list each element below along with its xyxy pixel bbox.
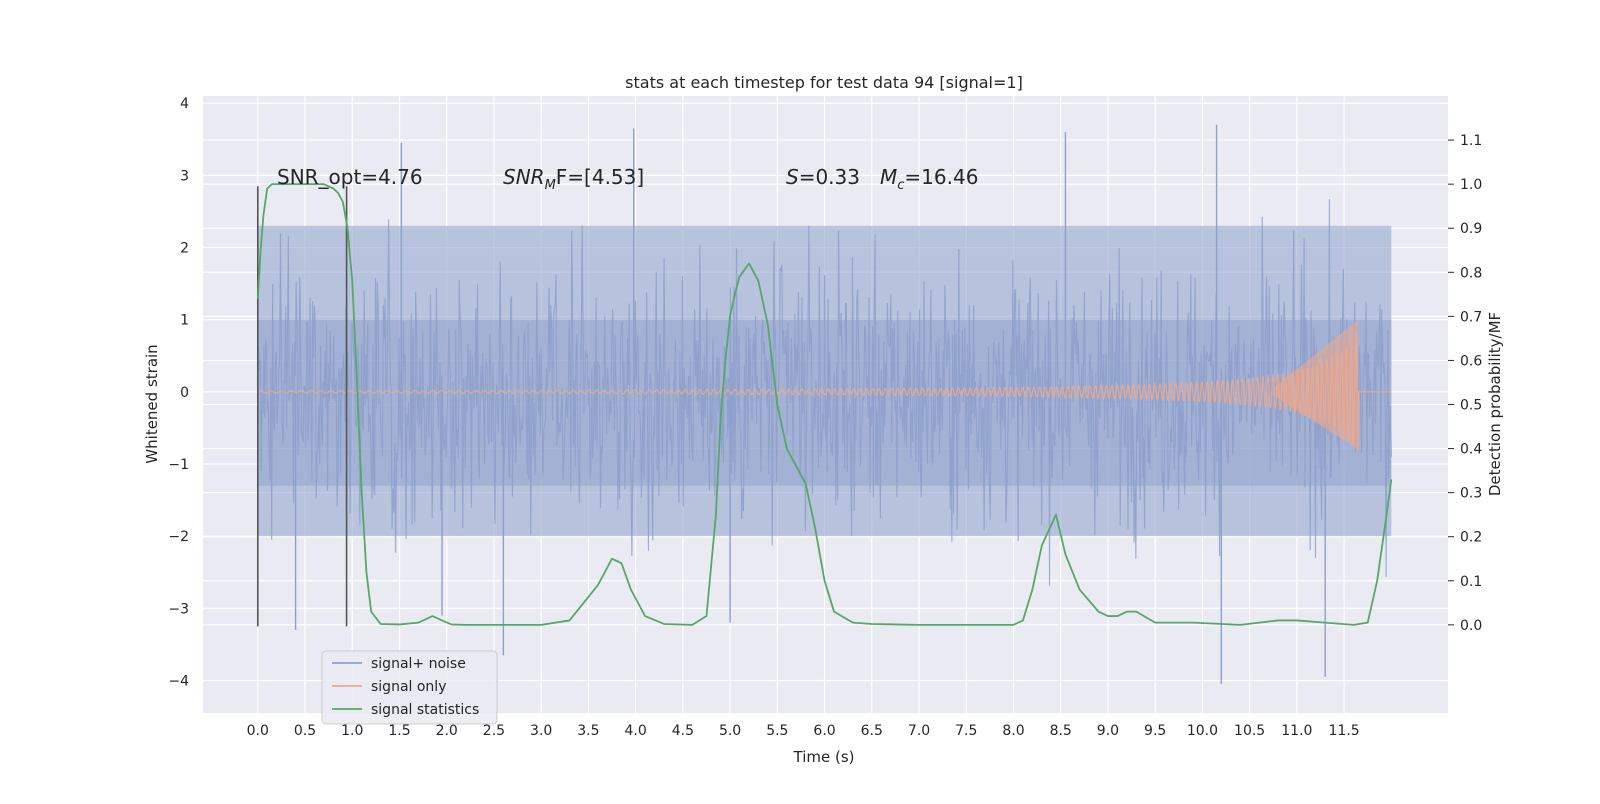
x-tick-label: 8.0: [1002, 723, 1024, 739]
s-annotation: S=0.33: [786, 165, 860, 189]
chart-title: stats at each timestep for test data 94 …: [625, 73, 1023, 92]
y-tick-label: 3: [180, 168, 189, 184]
right-tick-label: 0.6: [1460, 353, 1482, 369]
x-tick-label: 10.0: [1187, 723, 1218, 739]
x-tick-labels: 0.0 0.5 1.0 1.5 2.0 2.5 3.0 3.5 4.0 4.5 5.0 5.5 6.0 6…: [247, 723, 1360, 739]
y-tick-label: 0: [180, 385, 189, 401]
right-tick-label: 0.5: [1460, 398, 1482, 414]
right-tick-label: 0.8: [1460, 265, 1482, 281]
y-tick-label: −3: [168, 601, 189, 617]
x-tick-label: 1.5: [388, 723, 410, 739]
y-tick-labels: −4 −3 −2 −1 0 1 2 3 4: [168, 96, 189, 689]
right-tick-label: 1.0: [1460, 177, 1482, 193]
right-tick-label: 0.2: [1460, 530, 1482, 546]
x-tick-label: 11.5: [1329, 723, 1360, 739]
signal-statistics-line: [256, 183, 1393, 626]
x-tick-label: 2.0: [436, 723, 458, 739]
x-tick-label: 5.5: [766, 723, 788, 739]
x-tick-label: 0.0: [247, 723, 269, 739]
x-tick-label: 9.0: [1097, 723, 1119, 739]
x-axis-label: Time (s): [793, 748, 855, 766]
legend-label-signal-only: signal only: [371, 679, 446, 695]
right-tick-label: 0.3: [1460, 486, 1482, 502]
snr-mf-annotation: SNRMF=[4.53]: [503, 165, 644, 193]
snr-mf-suffix: F=[4.53]: [556, 165, 644, 189]
chirp-envelope: [1273, 319, 1359, 450]
x-tick-label: 6.0: [813, 723, 835, 739]
noise-core: [257, 319, 1392, 486]
right-tick-label: 0.1: [1460, 574, 1482, 590]
x-tick-label: 8.5: [1050, 723, 1072, 739]
x-tick-label: 2.5: [483, 723, 505, 739]
mc-subscript: c: [897, 178, 904, 193]
legend-label-signal-statistics: signal statistics: [371, 702, 479, 718]
s-symbol: S: [786, 165, 799, 189]
legend-box: [321, 650, 498, 725]
vertical-markers: [256, 186, 348, 627]
y-tick-label: −2: [168, 529, 189, 545]
snr-mf-prefix: SNR: [503, 165, 545, 189]
right-tick-label: 0.9: [1460, 221, 1482, 237]
x-tick-label: 1.0: [341, 723, 363, 739]
x-tick-label: 10.5: [1234, 723, 1265, 739]
snr-mf-subscript: M: [545, 178, 556, 193]
right-tick-label: 0.0: [1460, 618, 1482, 634]
right-tick-labels: 0.0 0.1 0.2 0.3 0.4 0.5 0.6 0.7 0.8 0.9 1.0 1.1: [1448, 133, 1482, 634]
x-tick-label: 0.5: [294, 723, 316, 739]
x-tick-label: 5.0: [719, 723, 741, 739]
signal-only-series: [257, 319, 1392, 455]
y-tick-label: 2: [180, 241, 189, 257]
x-tick-label: 7.5: [955, 723, 977, 739]
x-tick-label: 4.5: [672, 723, 694, 739]
x-tick-label: 9.5: [1144, 723, 1166, 739]
x-tick-label: 3.0: [530, 723, 552, 739]
x-tick-label: 4.0: [624, 723, 646, 739]
legend-label-signal-noise: signal+ noise: [371, 656, 466, 672]
signal-statistics-series: [256, 183, 1393, 626]
y-tick-label: −1: [168, 457, 189, 473]
y-axis-label: Whitened strain: [143, 344, 161, 463]
y-tick-label: −4: [168, 674, 189, 690]
mc-annotation: Mc=16.46: [880, 165, 978, 193]
signal-plus-noise-series: [257, 124, 1392, 685]
s-value: =0.33: [799, 165, 860, 189]
y-tick-label: 4: [180, 96, 189, 112]
mc-symbol: M: [880, 165, 897, 189]
mc-value: =16.46: [904, 165, 978, 189]
right-axis-label: Detection probability/MF: [1486, 312, 1504, 496]
right-tick-label: 1.1: [1460, 133, 1482, 149]
legend: signal+ noise signal only signal statist…: [321, 650, 498, 725]
signal-only-line: [257, 331, 1392, 455]
x-tick-label: 3.5: [577, 723, 599, 739]
x-tick-label: 11.0: [1281, 723, 1312, 739]
right-tick-label: 0.4: [1460, 442, 1482, 458]
x-tick-label: 7.0: [908, 723, 930, 739]
snr-opt-annotation: SNR_opt=4.76: [277, 165, 423, 189]
y-tick-label: 1: [180, 313, 189, 329]
right-tick-label: 0.7: [1460, 309, 1482, 325]
x-tick-label: 6.5: [861, 723, 883, 739]
